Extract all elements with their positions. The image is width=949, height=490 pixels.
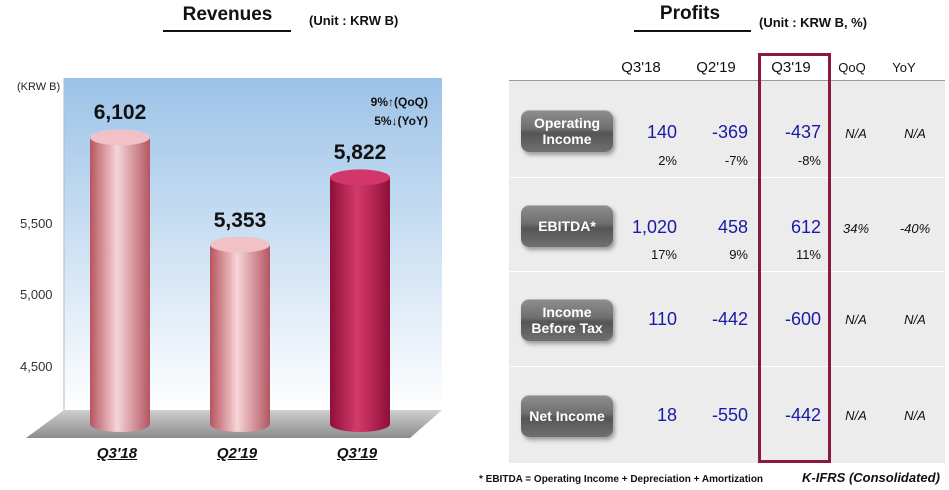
column-header-q318: Q3'18: [621, 59, 661, 76]
revenue-bar-body: [90, 137, 150, 432]
y-tick-label: 5,500: [20, 215, 53, 231]
operating-income-qoq: N/A: [845, 126, 867, 141]
row-label-operating-income: Operating Income: [521, 110, 613, 152]
ebitda-margin-q219: 9%: [729, 247, 748, 262]
column-header-q319: Q3'19: [771, 59, 811, 76]
profits-unit: (Unit : KRW B, %): [759, 15, 868, 30]
row-label-net-income: Net Income: [521, 395, 613, 437]
ebitda-qoq: 34%: [842, 221, 870, 236]
net-income-q219: -550: [711, 405, 748, 425]
ebitda-margin-q318: 17%: [650, 247, 677, 262]
bar-value-label: 5,353: [213, 208, 267, 232]
operating-income-q319: -437: [784, 122, 821, 142]
revenue-bar: [90, 129, 150, 432]
revenue-bar-cap: [330, 169, 390, 186]
row-label-income-before-tax: Income Before Tax: [521, 299, 613, 341]
income-before-tax-q219: -442: [711, 309, 748, 329]
column-header-qoq: QoQ: [838, 60, 866, 75]
revenue-bar-cap: [210, 236, 270, 253]
net-income-qoq: N/A: [845, 408, 867, 423]
y-axis-unit-label: (KRW B): [17, 81, 61, 93]
row-label-ebitda: EBITDA*: [521, 205, 613, 247]
x-tick-label: Q3'18: [96, 445, 138, 462]
ifrs-note: K-IFRS (Consolidated): [802, 470, 940, 485]
net-income-yoy: N/A: [904, 408, 926, 423]
row-label-line: Before Tax: [531, 320, 603, 336]
revenue-bar-body: [210, 244, 270, 432]
row-divider: [509, 177, 945, 178]
table-header-divider: [509, 80, 945, 81]
income-before-tax-yoy: N/A: [904, 312, 926, 327]
row-divider: [509, 271, 945, 272]
y-tick-label: 5,000: [20, 287, 53, 303]
operating-income-yoy: N/A: [904, 126, 926, 141]
revenue-bar: [210, 236, 270, 432]
x-tick-label: Q3'19: [336, 445, 378, 462]
row-divider: [509, 366, 945, 367]
revenue-bar-cap: [90, 129, 150, 146]
ebitda-yoy: -40%: [899, 221, 931, 236]
income-before-tax-qoq: N/A: [845, 312, 867, 327]
bar-value-label: 6,102: [93, 101, 147, 125]
profits-title: Profits: [659, 3, 721, 24]
profits-title-underline: [634, 30, 751, 32]
bar-value-label: 5,822: [333, 141, 387, 165]
operating-income-q318: 140: [646, 122, 677, 142]
revenues-title-underline: [163, 30, 291, 32]
q319-highlight-box: [758, 53, 831, 463]
x-tick-label: Q2'19: [216, 445, 258, 462]
revenues-unit: (Unit : KRW B): [309, 13, 399, 28]
row-label-line: Income: [542, 131, 592, 147]
operating-margin-q318: 2%: [658, 153, 677, 168]
operating-income-q219: -369: [711, 122, 748, 142]
column-header-yoy: YoY: [892, 60, 916, 75]
ebitda-q319: 612: [790, 217, 821, 237]
ebitda-margin-q319: 11%: [795, 247, 821, 262]
row-label-line: Operating: [533, 115, 601, 131]
income-before-tax-q319: -600: [784, 309, 821, 329]
ebitda-q219: 458: [717, 217, 748, 237]
net-income-q319: -442: [784, 405, 821, 425]
revenue-bar-chart: [26, 78, 442, 438]
income-before-tax-q318: 110: [648, 309, 677, 329]
operating-margin-q219: -7%: [724, 153, 748, 168]
growth-yoy: 5%↓(YoY): [374, 114, 428, 128]
operating-margin-q319: -8%: [797, 153, 821, 168]
row-label-line: Income: [542, 304, 592, 320]
growth-qoq: 9%↑(QoQ): [370, 95, 428, 109]
row-label-line: Net Income: [529, 408, 605, 424]
ebitda-footnote: * EBITDA = Operating Income + Depreciati…: [479, 474, 764, 485]
revenue-bar-body: [330, 177, 390, 432]
row-label-line: EBITDA*: [538, 218, 596, 234]
revenues-title: Revenues: [182, 4, 273, 25]
y-tick-label: 4,500: [20, 358, 53, 374]
net-income-q318: 18: [656, 405, 677, 425]
ebitda-q318: 1,020: [631, 217, 677, 237]
column-header-q219: Q2'19: [696, 59, 736, 76]
revenue-bar: [330, 169, 390, 432]
growth-annotation: 9%↑(QoQ) 5%↓(YoY): [330, 93, 428, 131]
